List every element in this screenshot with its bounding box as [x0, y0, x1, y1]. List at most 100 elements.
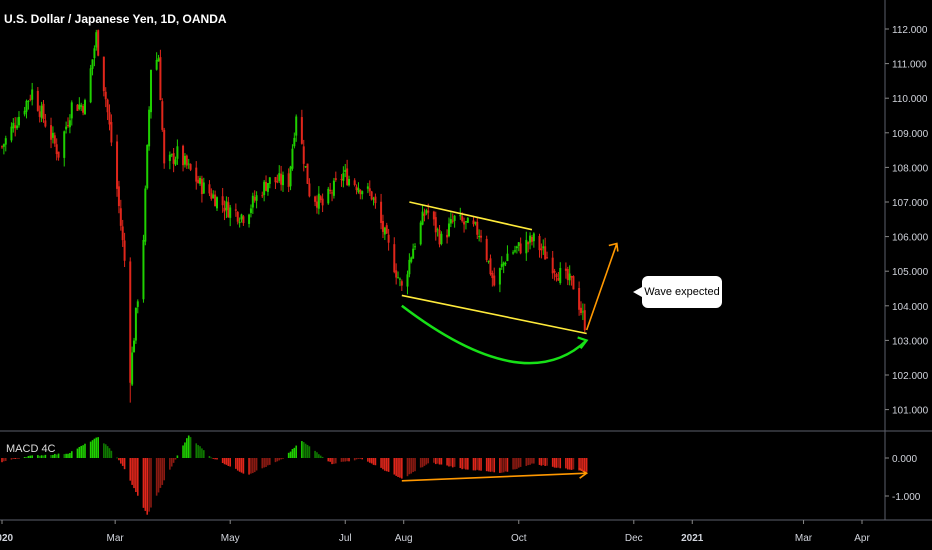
candle-body — [314, 196, 317, 202]
candle-body — [76, 104, 79, 111]
macd-bar — [214, 458, 216, 460]
macd-bar — [485, 458, 488, 472]
grid — [0, 0, 932, 521]
candle-body — [159, 57, 162, 101]
candle-body — [265, 181, 268, 191]
macd-bar — [78, 446, 81, 458]
macd-bar — [500, 458, 503, 473]
macd-bar — [25, 457, 28, 458]
candle-body — [129, 261, 132, 383]
candle-body — [163, 129, 166, 164]
candle-body — [357, 188, 360, 193]
candle-body — [63, 131, 66, 158]
candle-body — [512, 252, 515, 254]
candle-body — [327, 188, 330, 204]
candle-body — [142, 239, 145, 300]
macd-bar — [278, 458, 281, 461]
macd-bar — [29, 455, 32, 458]
candle-body — [97, 30, 100, 56]
macd-bar — [340, 458, 343, 462]
candle-body — [400, 281, 403, 286]
macd-bar — [529, 458, 531, 465]
macd-bar — [97, 437, 99, 458]
macd-bar — [531, 458, 533, 464]
candle-body — [238, 221, 241, 223]
macd-bar — [12, 458, 15, 459]
candle-body — [131, 352, 134, 385]
macd-bar — [221, 458, 224, 464]
macd-bar — [348, 458, 350, 462]
candle-body — [519, 243, 522, 254]
curve-arrowhead — [577, 336, 589, 350]
trendline[interactable] — [401, 294, 587, 335]
candle-body — [476, 221, 479, 235]
candle-body — [463, 221, 466, 225]
candle-body — [451, 220, 454, 222]
macd-bar — [572, 458, 575, 470]
macd-bar — [504, 458, 507, 472]
macd-bar — [227, 458, 230, 467]
candle-body — [372, 198, 375, 200]
macd-bar — [274, 458, 277, 463]
macd-bar — [248, 458, 250, 475]
candle-body — [474, 222, 477, 224]
candle-body — [50, 125, 53, 140]
candle-body — [289, 166, 292, 187]
candle-body — [559, 267, 562, 283]
projection-arrow[interactable] — [585, 243, 618, 331]
candle-body — [555, 274, 558, 278]
macd-bar — [387, 458, 390, 472]
candle-body — [329, 189, 332, 192]
macd-bar — [335, 458, 337, 464]
chart-title: U.S. Dollar / Japanese Yen, 1D, OANDA — [4, 12, 227, 26]
macd-bar — [89, 441, 92, 458]
curve-arc[interactable] — [401, 304, 588, 365]
candle-body — [581, 311, 584, 313]
candle-body — [342, 173, 345, 181]
macd-bar — [546, 458, 548, 466]
candle-body — [395, 270, 398, 278]
x-tick-label: Jul — [339, 533, 352, 544]
divergence-arrow[interactable] — [401, 472, 587, 482]
macd-bar — [255, 458, 258, 471]
candle-body — [515, 246, 518, 249]
candle-body — [148, 109, 151, 147]
macd-bar — [261, 458, 264, 469]
candle-body — [346, 168, 349, 185]
macd-bar — [380, 458, 382, 468]
candle-body — [29, 98, 32, 100]
candle-body — [276, 181, 279, 183]
macd-bar — [282, 458, 284, 459]
macd-bar — [427, 458, 430, 464]
candle-body — [42, 103, 45, 120]
candle-body — [278, 173, 281, 181]
macd-bar — [155, 458, 158, 496]
candle-body — [427, 210, 430, 213]
macd-bar — [150, 458, 152, 508]
candle-body — [185, 155, 188, 166]
candle-body — [355, 186, 358, 191]
macd-bar — [212, 458, 215, 459]
macd-bar — [559, 458, 562, 469]
macd-bar — [551, 458, 554, 467]
candle-body — [253, 197, 256, 201]
candle-body — [308, 183, 311, 197]
macd-bar — [580, 458, 582, 471]
drawings[interactable] — [401, 201, 619, 482]
annotation-callout[interactable]: Wave expected — [633, 276, 722, 308]
candle-body — [225, 201, 228, 211]
trendline[interactable] — [409, 201, 533, 231]
candle-body — [542, 246, 545, 249]
macd-bar — [306, 444, 309, 458]
macd-bar — [570, 458, 573, 470]
macd-bar — [353, 458, 356, 461]
macd-bar — [434, 458, 437, 465]
candle-body — [538, 235, 541, 251]
candle-body — [487, 260, 490, 262]
macd-bar — [459, 458, 462, 469]
macd-bar — [199, 446, 201, 458]
x-tick-label: Mar — [795, 533, 813, 544]
candle-body — [199, 177, 202, 184]
y-tick-label: 109.000 — [892, 129, 929, 140]
